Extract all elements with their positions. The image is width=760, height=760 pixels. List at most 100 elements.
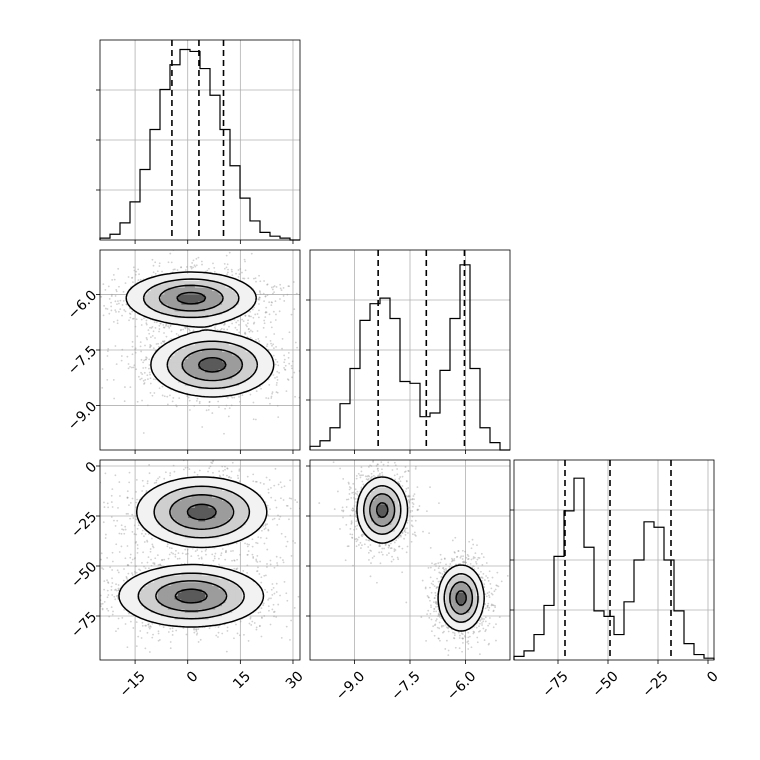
density-cell xyxy=(205,365,209,370)
sample-point xyxy=(89,283,91,285)
density-cell xyxy=(228,277,233,281)
sample-point xyxy=(116,322,119,325)
sample-point xyxy=(122,528,125,531)
density-cell xyxy=(222,382,226,386)
histogram-panel-0 xyxy=(96,39,301,241)
density-cell xyxy=(177,287,182,292)
sample-point xyxy=(224,551,227,554)
density-cell xyxy=(181,355,186,359)
sample-point xyxy=(248,330,251,333)
sample-point xyxy=(146,631,149,634)
sample-point xyxy=(291,360,294,363)
sample-point xyxy=(223,263,226,265)
sample-point xyxy=(218,470,221,473)
density-cell xyxy=(157,358,162,363)
density-cell xyxy=(235,341,240,346)
sample-point xyxy=(228,251,231,254)
density-cell xyxy=(157,280,162,285)
sample-point xyxy=(92,277,94,279)
density-cell xyxy=(198,280,203,285)
density-cell xyxy=(167,314,172,319)
density-cell xyxy=(238,311,243,315)
density-cell xyxy=(228,361,233,366)
density-cell xyxy=(164,300,169,305)
density-cell xyxy=(184,375,189,380)
sample-point xyxy=(225,254,228,257)
sample-point xyxy=(186,466,189,469)
density-cell xyxy=(225,307,230,312)
y-tick-label: −6.0 xyxy=(65,287,100,322)
density-cell xyxy=(201,372,206,376)
density-cell xyxy=(215,307,220,312)
density-cell xyxy=(194,307,199,312)
sample-point xyxy=(306,365,308,367)
density-cell xyxy=(269,358,274,363)
sample-point xyxy=(165,335,168,338)
sample-point xyxy=(161,385,164,388)
density-cell xyxy=(228,280,233,285)
sample-point xyxy=(131,573,134,576)
density-cell xyxy=(188,300,192,305)
sample-point xyxy=(168,546,171,549)
sample-point xyxy=(131,345,134,348)
sample-point xyxy=(303,316,305,318)
density-cell xyxy=(164,368,169,373)
density-cell xyxy=(232,297,236,302)
sample-point xyxy=(197,256,200,259)
density-cell xyxy=(174,280,179,285)
density-cell xyxy=(259,372,264,376)
density-cell xyxy=(205,375,209,380)
sample-point xyxy=(238,323,240,326)
sample-point xyxy=(149,345,152,348)
density-cell xyxy=(198,334,203,339)
density-cell xyxy=(191,355,196,359)
sample-point xyxy=(260,635,263,638)
sample-point xyxy=(108,328,111,331)
sample-point xyxy=(118,457,120,459)
density-cell xyxy=(161,297,165,302)
sample-point xyxy=(116,519,119,522)
density-cell xyxy=(161,375,165,380)
sample-point xyxy=(110,516,113,518)
sample-point xyxy=(171,627,174,630)
density-cell xyxy=(215,351,220,356)
sample-point xyxy=(149,391,152,394)
histogram-panel-1 xyxy=(306,249,511,451)
density-cell xyxy=(171,280,175,285)
sample-point xyxy=(103,304,105,307)
sample-point xyxy=(110,309,113,312)
density-cell xyxy=(150,304,155,309)
density-cell xyxy=(215,317,220,322)
density-cell xyxy=(222,375,226,380)
sample-point xyxy=(107,609,110,612)
sample-point xyxy=(104,288,107,291)
density-cell xyxy=(218,283,223,288)
density-cell xyxy=(208,355,213,359)
density-cell xyxy=(191,344,196,349)
sample-point xyxy=(164,471,167,474)
density-cell xyxy=(222,331,226,336)
sample-point xyxy=(207,267,210,270)
density-cell xyxy=(201,365,206,370)
sample-point xyxy=(257,298,260,300)
sample-point xyxy=(237,269,240,271)
density-cell xyxy=(225,314,230,319)
sample-point xyxy=(193,404,196,407)
sample-point xyxy=(288,331,291,334)
sample-point xyxy=(136,527,139,530)
sample-point xyxy=(271,594,274,596)
sample-point xyxy=(196,549,199,551)
density-cell xyxy=(161,378,165,383)
density-cell xyxy=(184,273,189,278)
sample-point xyxy=(136,498,138,501)
sample-point xyxy=(288,497,291,500)
density-cell xyxy=(262,358,267,363)
density-cell xyxy=(127,300,131,305)
density-cell xyxy=(174,321,179,325)
density-cell xyxy=(161,317,165,322)
sample-point xyxy=(276,523,279,526)
sample-point xyxy=(131,310,134,313)
density-cell xyxy=(235,368,240,373)
density-cell xyxy=(194,331,199,336)
density-cell xyxy=(255,344,260,349)
